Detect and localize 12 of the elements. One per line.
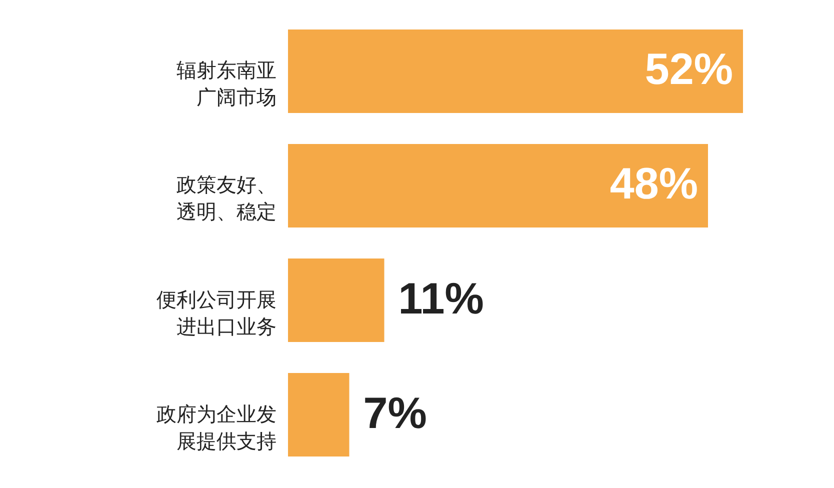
y-tick-label: 政府为企业发展提供支持 [156,402,276,453]
y-tick-label: 政策友好、透明、稳定 [176,172,276,224]
bar [288,144,708,228]
data-label: 7% [363,388,427,438]
bar [288,372,350,457]
y-tick-label: 便利公司开展进出口业务 [156,287,276,338]
data-label: 48% [610,160,698,209]
data-label: 11% [398,274,484,324]
bar [288,258,384,342]
y-tick-label: 辐射东南亚广阔市场 [176,58,276,110]
data-label: 52% [644,45,733,94]
bar [288,29,743,114]
